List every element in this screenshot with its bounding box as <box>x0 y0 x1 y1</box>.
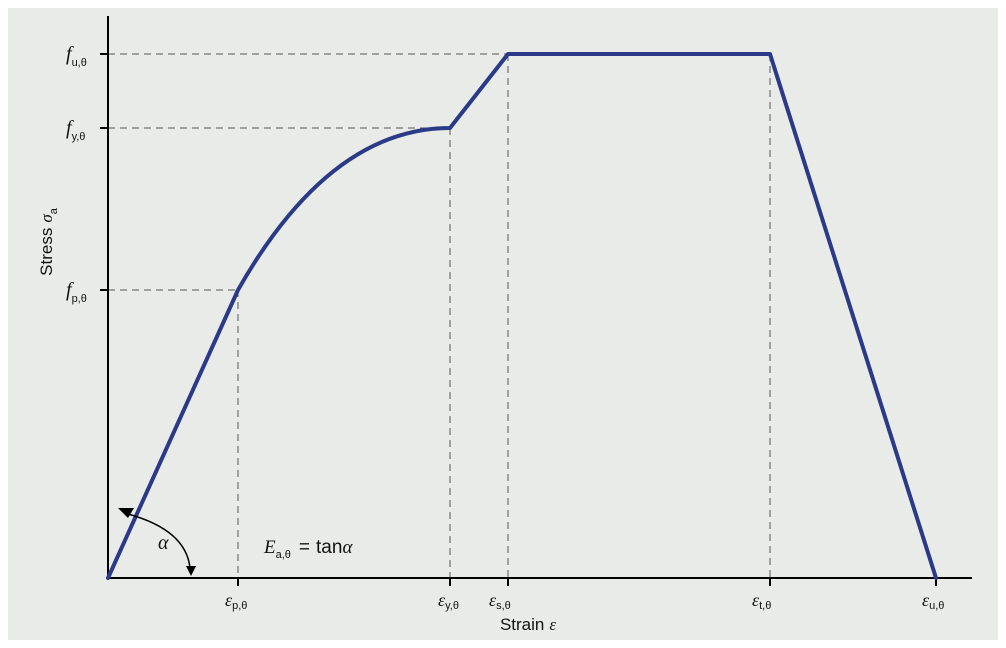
modulus-formula: Ea,θ = tanα <box>263 537 353 561</box>
diagram-background <box>8 8 998 640</box>
angle-label: α <box>158 532 169 554</box>
x-tick-label-eps-t: εt,θ <box>752 590 771 612</box>
formula-equals: = <box>299 537 310 558</box>
formula-lhs-sub: a,θ <box>276 549 291 561</box>
svg-text:Ea,θ=tanα: Ea,θ = tanα <box>263 537 353 561</box>
y-tick-label-f-p: fp,θ <box>66 279 87 305</box>
stress-strain-curve <box>106 52 938 580</box>
guide-lines <box>108 53 771 578</box>
x-tick-label-eps-u: εu,θ <box>922 590 944 612</box>
x-axis-title: Strain ε <box>500 615 556 634</box>
y-axis-title: Stressσa <box>37 207 60 276</box>
formula-rhs-var: α <box>342 537 353 558</box>
y-tick-label-f-u: fu,θ <box>66 43 87 69</box>
y-tick-label-f-y: fy,θ <box>66 117 85 143</box>
x-tick-label-eps-s: εs,θ <box>489 590 511 612</box>
x-tick-label-eps-y: εy,θ <box>438 590 459 612</box>
x-tick-label-eps-p: εp,θ <box>225 590 247 612</box>
formula-lhs-main: E <box>263 537 276 558</box>
angle-arc-icon <box>118 508 196 576</box>
formula-rhs-func: tan <box>316 537 342 558</box>
